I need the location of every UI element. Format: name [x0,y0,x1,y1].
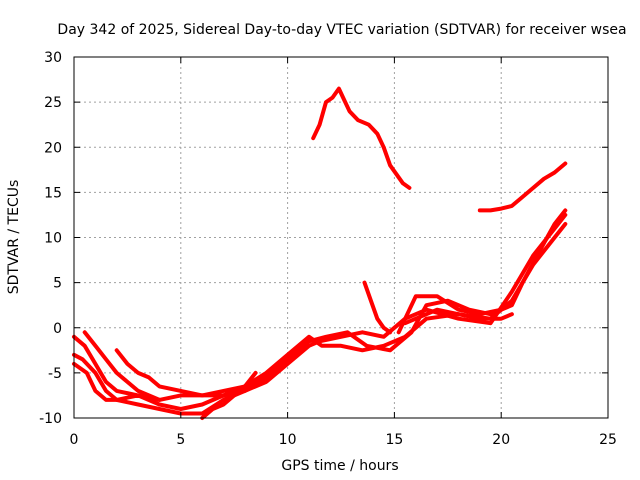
y-tick-label: -10 [39,411,62,427]
y-tick-label: -5 [48,366,62,382]
x-tick-label: 10 [279,432,297,448]
series-track-10 [311,86,412,190]
x-tick-label: 15 [385,432,403,448]
series-track-8 [403,307,514,326]
y-tick-label: 25 [44,95,62,111]
series-track-9 [396,294,510,335]
y-tick-label: 5 [53,276,62,292]
x-axis-label: GPS time / hours [281,458,398,474]
series-track-11 [477,161,568,213]
y-tick-label: 20 [44,140,62,156]
series-track-4 [82,330,162,402]
y-axis-label: SDTVAR / TECUs [6,180,22,295]
x-tick-label: 25 [599,432,617,448]
x-tick-label: 5 [176,432,185,448]
chart-title: Day 342 of 2025, Sidereal Day-to-day VTE… [57,22,626,38]
y-tick-label: 0 [53,321,62,337]
y-tick-label: 30 [44,50,62,66]
grid-layer [74,57,608,418]
series-track-7 [362,280,393,335]
x-tick-label: 20 [492,432,510,448]
y-tick-label: 10 [44,231,62,247]
tick-layer: 0 5 10 15 20 25 -10 -5 0 5 10 15 20 25 30 [39,50,617,448]
y-tick-label: 15 [44,185,62,201]
series-layer [72,86,568,420]
x-tick-label: 0 [70,432,79,448]
series-track-6 [200,370,258,420]
